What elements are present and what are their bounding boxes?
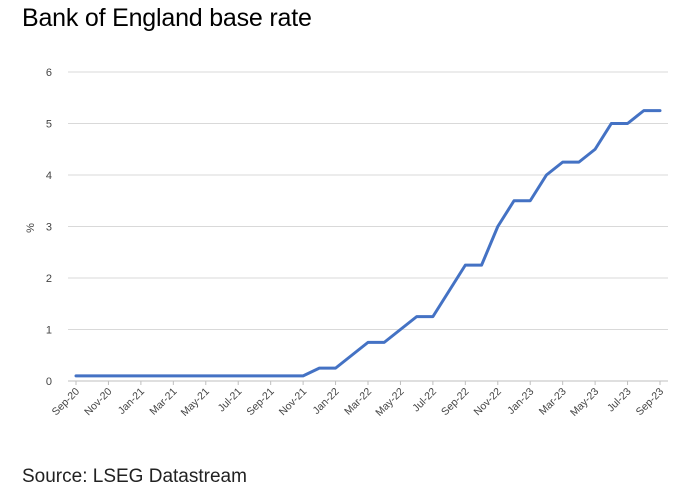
x-tick-label: Jul-22 bbox=[410, 386, 439, 415]
x-tick-label: May-21 bbox=[179, 386, 212, 419]
x-tick-label: Sep-21 bbox=[244, 386, 277, 419]
data-point-May-23 bbox=[594, 148, 596, 150]
data-point-Jul-23 bbox=[626, 122, 628, 124]
x-tick-label: Jul-23 bbox=[605, 386, 634, 415]
data-point-Sep-21 bbox=[269, 375, 271, 377]
y-tick-label: 4 bbox=[46, 170, 52, 182]
gridlines bbox=[68, 71, 668, 330]
chart-title: Bank of England base rate bbox=[22, 4, 312, 32]
data-point-Mar-22 bbox=[367, 341, 369, 343]
data-point-Mar-23 bbox=[561, 161, 563, 163]
y-tick-label: 0 bbox=[46, 376, 52, 388]
data-point-Jun-21 bbox=[221, 375, 223, 377]
x-tick-label: Sep-23 bbox=[634, 386, 667, 419]
data-point-Jul-21 bbox=[237, 375, 239, 377]
data-point-Aug-22 bbox=[448, 290, 450, 292]
data-point-Jan-22 bbox=[334, 367, 336, 369]
x-tick-label: May-23 bbox=[568, 386, 601, 419]
x-tick-label: Mar-22 bbox=[342, 386, 374, 418]
x-tick-label: Jul-21 bbox=[216, 386, 245, 415]
x-tick-label: Nov-20 bbox=[82, 386, 115, 419]
data-point-Apr-23 bbox=[578, 161, 580, 163]
y-tick-label: 5 bbox=[46, 119, 52, 131]
data-point-Jan-21 bbox=[140, 375, 142, 377]
data-point-Feb-22 bbox=[351, 354, 353, 356]
data-point-Nov-21 bbox=[302, 375, 304, 377]
y-tick-label: 1 bbox=[46, 325, 52, 337]
data-point-Dec-21 bbox=[318, 367, 320, 369]
data-points bbox=[75, 109, 661, 377]
y-tick-label: 6 bbox=[46, 67, 52, 79]
x-tick-label: May-22 bbox=[373, 386, 406, 419]
x-tick-label: Jan-21 bbox=[116, 386, 147, 417]
data-point-Apr-21 bbox=[188, 375, 190, 377]
y-axis-label: % bbox=[25, 223, 37, 233]
data-point-Feb-23 bbox=[545, 174, 547, 176]
data-point-Aug-23 bbox=[643, 109, 645, 111]
data-point-Sep-23 bbox=[659, 109, 661, 111]
y-tick-label: 2 bbox=[46, 273, 52, 285]
data-point-Aug-21 bbox=[253, 375, 255, 377]
data-point-Jan-23 bbox=[529, 200, 531, 202]
data-point-Jun-22 bbox=[415, 315, 417, 317]
data-point-Feb-21 bbox=[156, 375, 158, 377]
data-point-Mar-21 bbox=[172, 375, 174, 377]
data-point-Dec-20 bbox=[123, 375, 125, 377]
x-tick-label: Nov-21 bbox=[277, 386, 310, 419]
data-point-Oct-20 bbox=[91, 375, 93, 377]
x-tick-label: Jan-23 bbox=[505, 386, 536, 417]
x-tick-label: Mar-21 bbox=[147, 386, 179, 418]
data-point-May-21 bbox=[205, 375, 207, 377]
data-point-Nov-20 bbox=[107, 375, 109, 377]
x-tick-label: Sep-22 bbox=[439, 386, 472, 419]
data-point-Jul-22 bbox=[432, 315, 434, 317]
data-point-May-22 bbox=[399, 328, 401, 330]
data-point-Sep-22 bbox=[464, 264, 466, 266]
x-axis bbox=[68, 380, 668, 385]
y-axis-ticks: 0 1 2 3 4 5 6 bbox=[46, 67, 52, 388]
x-tick-label: Jan-22 bbox=[310, 386, 341, 417]
source-note: Source: LSEG Datastream bbox=[22, 466, 247, 487]
x-axis-ticks: Sep-20 Nov-20 Jan-21 Mar-21 May-21 Jul-21 Sep-… bbox=[50, 386, 667, 419]
data-point-Oct-22 bbox=[480, 264, 482, 266]
data-point-Jun-23 bbox=[610, 122, 612, 124]
data-point-Nov-22 bbox=[497, 225, 499, 227]
data-point-Sep-20 bbox=[75, 375, 77, 377]
x-tick-label: Mar-23 bbox=[537, 386, 569, 418]
series-line-base-rate bbox=[74, 109, 662, 378]
x-tick-label: Nov-22 bbox=[471, 386, 504, 419]
data-point-Apr-22 bbox=[383, 341, 385, 343]
y-tick-label: 3 bbox=[46, 222, 52, 234]
data-point-Oct-21 bbox=[286, 375, 288, 377]
x-tick-label: Sep-20 bbox=[50, 386, 83, 419]
data-point-Dec-22 bbox=[513, 200, 515, 202]
